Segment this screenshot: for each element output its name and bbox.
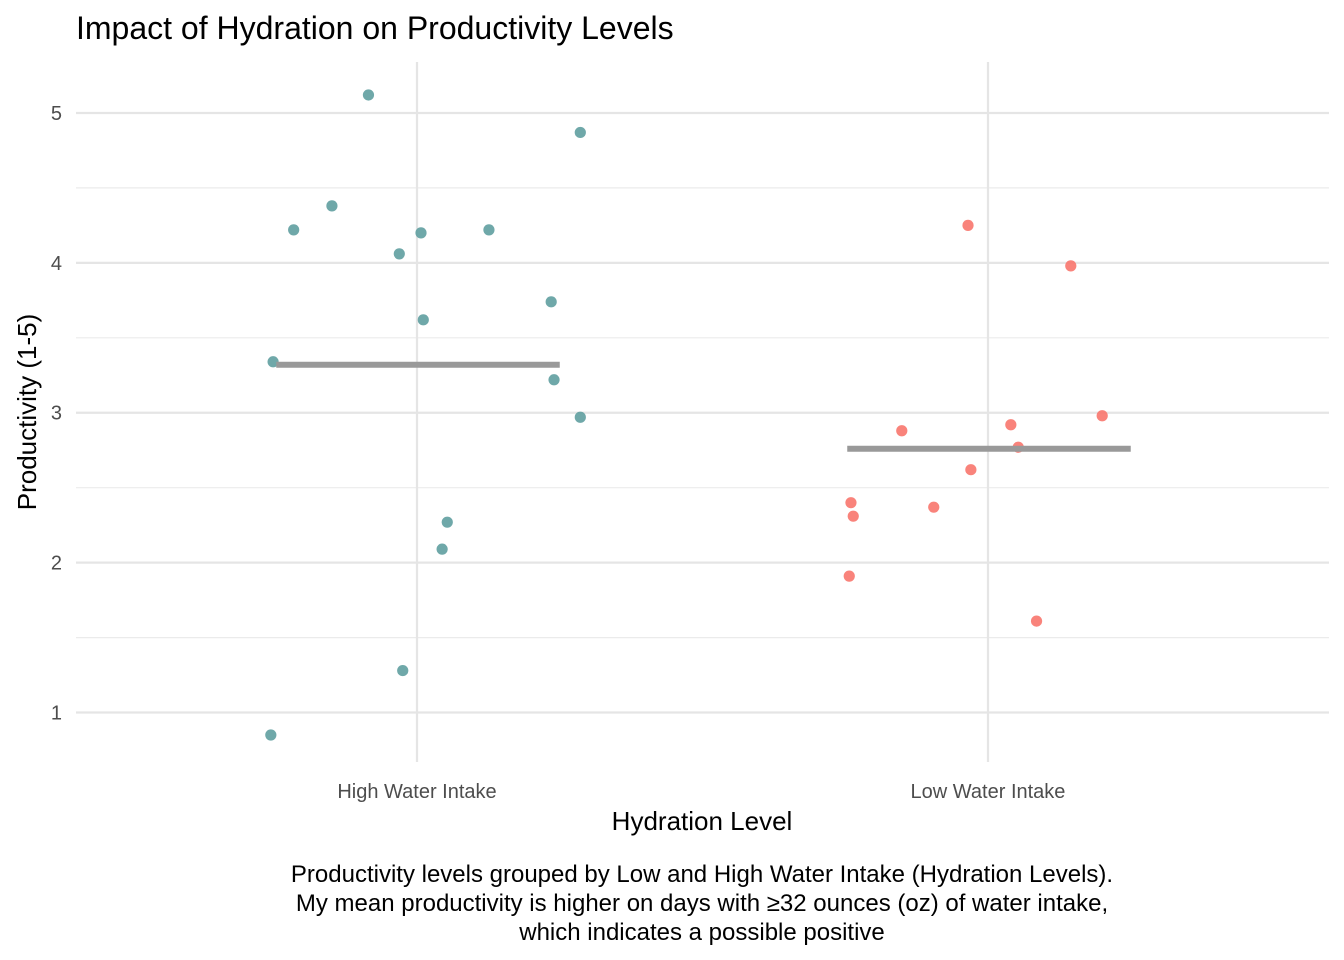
y-axis-title: Productivity (1-5) [12, 314, 42, 511]
data-point [574, 126, 586, 139]
points [265, 89, 1108, 741]
data-point [896, 425, 908, 437]
grid [76, 62, 1329, 762]
x-tick-label: Low Water Intake [911, 781, 1066, 803]
data-point [845, 497, 857, 509]
data-point [483, 224, 495, 236]
x-axis-title: Hydration Level [612, 806, 793, 836]
data-point [393, 248, 405, 260]
data-point [362, 89, 375, 101]
data-point [928, 501, 940, 513]
data-point [843, 570, 855, 582]
data-point [1030, 615, 1043, 627]
data-point [417, 314, 429, 326]
data-point [847, 510, 859, 522]
y-tick-label: 1 [51, 703, 62, 725]
x-tick-label: High Water Intake [337, 781, 496, 803]
data-point [436, 543, 448, 555]
caption-line-3: which indicates a possible positive [518, 919, 885, 946]
data-point [288, 224, 300, 236]
data-point [1005, 419, 1017, 431]
chart-title: Impact of Hydration on Productivity Leve… [76, 10, 674, 46]
data-point [326, 200, 338, 212]
data-point [441, 516, 453, 528]
data-point [965, 464, 977, 476]
data-point [1065, 260, 1077, 272]
data-point [962, 219, 974, 231]
caption-line-1: Productivity levels grouped by Low and H… [291, 861, 1113, 888]
y-tick-labels: 1 2 3 4 5 [51, 103, 62, 725]
means [276, 361, 1131, 452]
data-point [265, 729, 277, 741]
data-point [397, 664, 409, 677]
data-point [548, 374, 560, 386]
data-point [415, 227, 427, 239]
data-point [267, 356, 279, 368]
x-tick-labels: High Water Intake Low Water Intake [337, 781, 1065, 803]
y-tick-label: 2 [51, 553, 62, 575]
y-tick-label: 3 [51, 403, 62, 425]
caption-line-2: My mean productivity is higher on days w… [296, 890, 1108, 917]
y-tick-label: 5 [51, 103, 62, 125]
data-point [1096, 410, 1108, 422]
data-point [574, 411, 586, 423]
data-point [545, 296, 557, 308]
y-tick-label: 4 [51, 253, 62, 275]
